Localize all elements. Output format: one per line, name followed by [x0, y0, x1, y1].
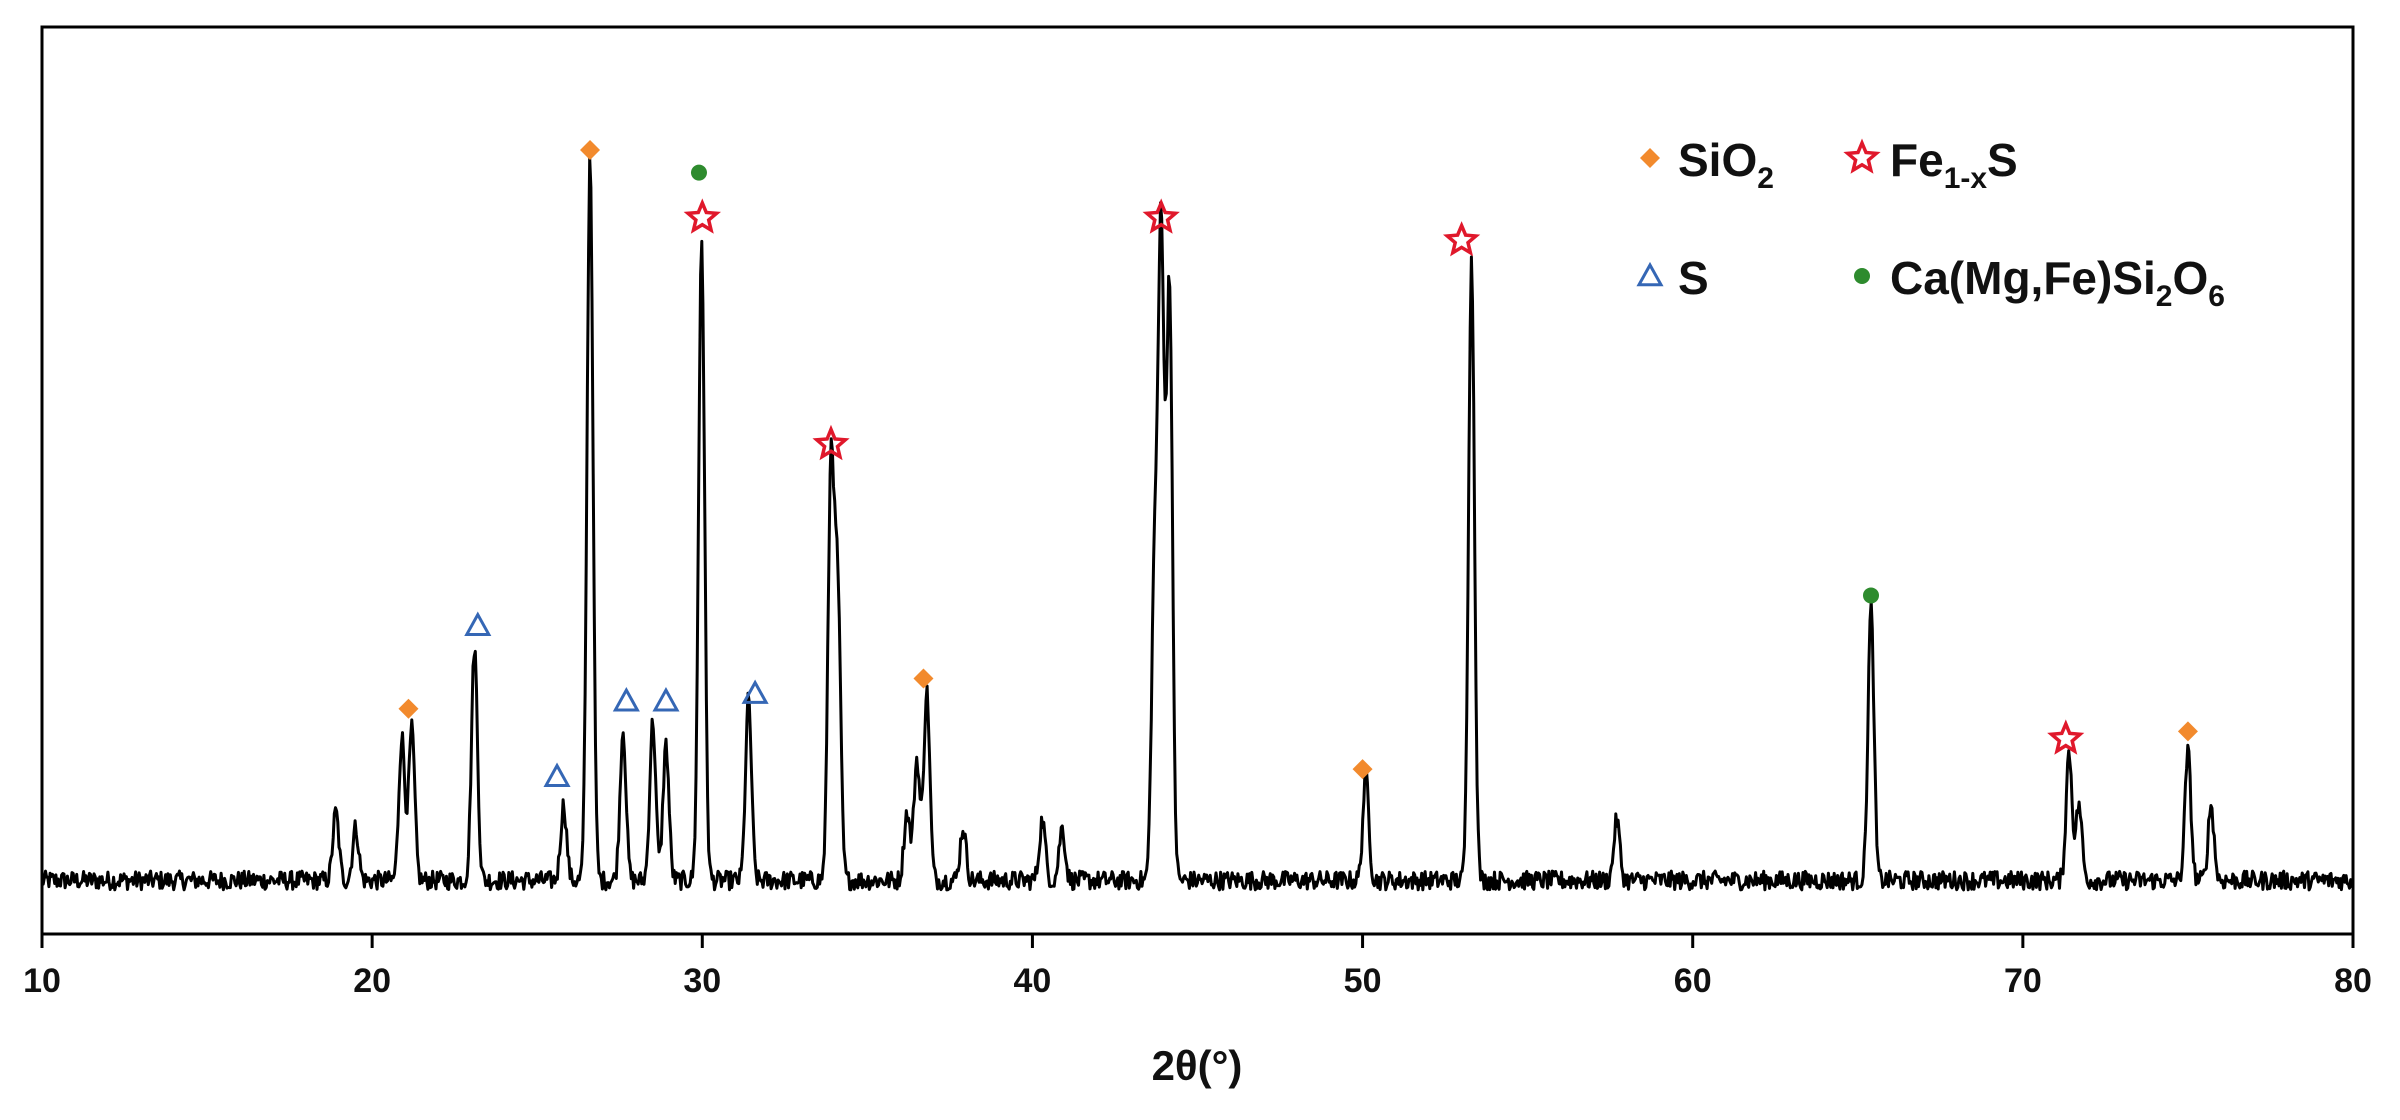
star-marker: [1142, 198, 1180, 234]
star-legend-icon: [1843, 138, 1881, 174]
xrd-pattern-line: [40, 156, 2355, 892]
triangle-legend-icon: [1636, 261, 1664, 287]
x-tick-label: 10: [23, 962, 61, 1000]
x-tick-label: 30: [683, 962, 721, 1000]
diamond-marker: [1352, 759, 1373, 780]
diamond-marker: [2177, 721, 2198, 742]
legend-label: S: [1678, 252, 1709, 304]
diamond-marker: [580, 140, 601, 160]
x-axis-title: 2θ(°): [1152, 1042, 1243, 1089]
legend: SiO2 Fe1-xS S Ca(Mg,Fe)Si2O6: [1636, 134, 2225, 313]
star-marker: [1442, 221, 1481, 257]
x-tick-label: 40: [1014, 962, 1052, 1000]
x-tick-label: 60: [1674, 962, 1712, 1000]
circle-marker: [1862, 587, 1879, 604]
diamond-marker: [913, 668, 934, 689]
star-marker: [683, 198, 721, 234]
triangle-marker: [612, 687, 640, 712]
legend-label: Ca(Mg,Fe)Si2O6: [1890, 252, 2225, 313]
plot-frame: [40, 25, 2355, 936]
triangle-marker: [652, 687, 680, 712]
phase-markers: [398, 140, 2198, 787]
star-marker: [2047, 719, 2085, 755]
triangle-marker: [741, 679, 769, 704]
diamond-marker: [398, 698, 419, 719]
circle-legend-icon: [1854, 268, 1870, 284]
diamond-legend-icon: [1640, 148, 1660, 168]
x-tick-label: 20: [353, 962, 391, 1000]
star-marker: [812, 424, 850, 461]
circle-marker: [690, 164, 707, 181]
triangle-marker: [464, 611, 492, 636]
x-tick-label: 50: [1344, 962, 1382, 1000]
triangle-marker: [543, 762, 571, 787]
legend-label: Fe1-xS: [1890, 134, 2018, 195]
x-tick-label: 70: [2004, 962, 2042, 1000]
legend-label: SiO2: [1678, 134, 1774, 195]
x-tick-label: 80: [2334, 962, 2372, 1000]
x-axis-ticks: 10 20 30 40 50 60 70 80: [23, 934, 2372, 1000]
